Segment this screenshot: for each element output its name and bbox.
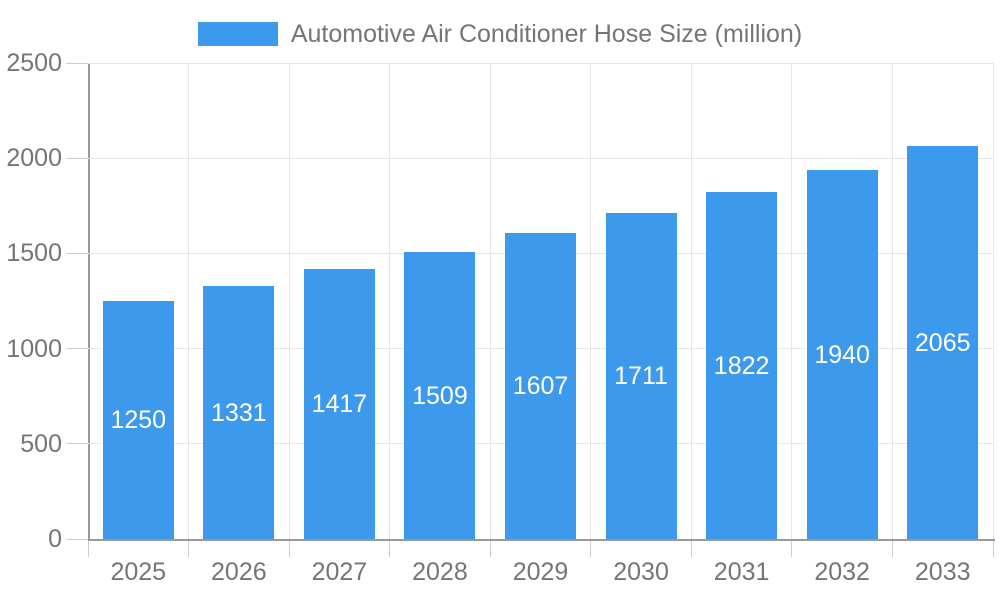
y-axis-label: 2500 xyxy=(6,49,62,77)
x-axis-label: 2025 xyxy=(110,558,167,586)
y-axis-tick xyxy=(66,252,88,254)
x-axis-label: 2030 xyxy=(613,558,669,586)
x-axis-tick xyxy=(288,541,290,557)
y-axis-label: 500 xyxy=(20,429,62,458)
bar-value-label: 1509 xyxy=(412,381,468,410)
gridline-horizontal xyxy=(88,157,993,159)
y-axis-tick xyxy=(66,538,88,540)
bar-value-label: 1607 xyxy=(512,372,569,400)
gridline-vertical xyxy=(590,63,592,539)
bar-value-label: 2065 xyxy=(914,328,971,357)
x-axis-tick xyxy=(389,541,391,557)
bar-value-label: 1250 xyxy=(110,406,167,434)
gridline-horizontal xyxy=(88,62,993,64)
gridline-vertical xyxy=(992,63,994,539)
x-axis-label: 2026 xyxy=(211,558,267,586)
gridline-vertical xyxy=(288,63,290,539)
x-axis-tick xyxy=(791,541,793,557)
x-axis-label: 2029 xyxy=(512,558,569,586)
x-axis-label: 2031 xyxy=(713,558,770,586)
legend-label: Automotive Air Conditioner Hose Size (mi… xyxy=(290,20,803,48)
bar-value-label: 1940 xyxy=(814,340,870,369)
bar-2027[interactable]: 1417 xyxy=(303,269,375,539)
x-axis-tick xyxy=(690,541,692,557)
bar-2025[interactable]: 1250 xyxy=(102,301,174,539)
x-axis-tick xyxy=(891,541,893,557)
y-axis-label: 0 xyxy=(48,525,62,553)
x-axis-label: 2033 xyxy=(914,558,971,586)
bar-2031[interactable]: 1822 xyxy=(706,192,778,539)
bar-2032[interactable]: 1940 xyxy=(806,170,878,539)
gridline-vertical xyxy=(791,63,793,539)
legend-swatch xyxy=(197,22,278,46)
gridline-vertical xyxy=(188,63,190,539)
x-axis-tick xyxy=(992,541,994,557)
bar-value-label: 1711 xyxy=(614,362,668,390)
y-axis-tick xyxy=(66,62,88,64)
y-axis-tick xyxy=(66,348,88,350)
x-axis-label: 2027 xyxy=(311,558,368,586)
y-axis-label: 2000 xyxy=(6,144,62,173)
bar-value-label: 1331 xyxy=(211,398,267,427)
bar-value-label: 1822 xyxy=(713,351,770,380)
x-axis-label: 2032 xyxy=(814,558,870,586)
gridline-vertical xyxy=(489,63,491,539)
gridline-vertical xyxy=(891,63,893,539)
gridline-vertical xyxy=(389,63,391,539)
x-axis-tick xyxy=(590,541,592,557)
bar-2028[interactable]: 1509 xyxy=(404,252,476,539)
bar-2030[interactable]: 1711 xyxy=(605,213,677,539)
bar-value-label: 1417 xyxy=(311,390,368,418)
x-axis-label: 2028 xyxy=(412,558,468,586)
y-axis-tick xyxy=(66,157,88,159)
legend[interactable]: Automotive Air Conditioner Hose Size (mi… xyxy=(0,20,1000,48)
x-axis-tick xyxy=(489,541,491,557)
bar-2026[interactable]: 1331 xyxy=(203,286,275,539)
y-axis-label: 1000 xyxy=(6,334,62,363)
x-axis-tick xyxy=(188,541,190,557)
bar-2033[interactable]: 2065 xyxy=(907,146,979,539)
y-axis-tick xyxy=(66,443,88,445)
gridline-vertical xyxy=(690,63,692,539)
bar-2029[interactable]: 1607 xyxy=(505,233,576,539)
x-axis-tick xyxy=(87,541,89,557)
plot-area xyxy=(88,63,995,541)
y-axis-label: 1500 xyxy=(6,239,62,268)
